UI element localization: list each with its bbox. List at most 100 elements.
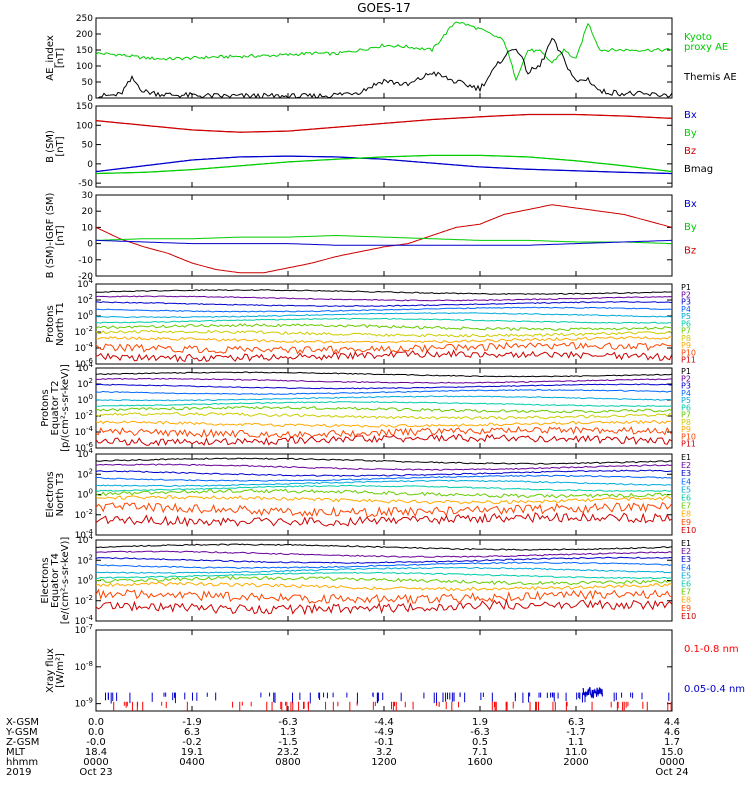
legend-entry-bx: Bx (684, 110, 697, 121)
x-axis-value: -0.1 (374, 737, 394, 748)
y-tick-label: 250 (76, 14, 93, 24)
channel-line-e6 (96, 484, 672, 493)
panel-data (96, 543, 672, 616)
x-axis-value: 0400 (179, 757, 204, 768)
panel-frame (95, 194, 673, 277)
y-tick-label: 0 (87, 160, 93, 170)
x-axis-value: 4.4 (664, 717, 680, 728)
channel-label-e7: E7 (681, 588, 691, 597)
series-line-kyoto-proxy-ae (96, 21, 672, 82)
channel-label-e10: E10 (681, 612, 696, 621)
y-tick-label: 102 (77, 377, 93, 390)
channel-label-e6: E6 (681, 580, 691, 589)
y-tick-label: 200 (76, 30, 93, 40)
series-line-bx (96, 155, 672, 175)
legend-entry-proxy-ae: proxy AE (684, 42, 728, 53)
channel-label-e6: E6 (681, 494, 691, 503)
channel-label-e1: E1 (681, 539, 691, 548)
channel-line-e7 (96, 488, 672, 499)
y-tick-label: 100 (77, 393, 93, 406)
y-tick-label: 102 (77, 293, 93, 306)
channel-label-p9: P9 (681, 341, 691, 350)
y-axis-label: [nT] (55, 48, 66, 68)
y-tick-label: 10-2 (75, 594, 93, 607)
x-axis-value: 19.1 (181, 747, 203, 758)
channel-label-p9: P9 (681, 425, 691, 434)
channel-line-e2 (96, 550, 672, 558)
y-tick-label: 10-4 (75, 341, 94, 354)
x-axis-value: 1.7 (664, 737, 680, 748)
y-axis-label: Xray flux (45, 648, 56, 693)
y-axis-label: Equator T4 (50, 553, 61, 608)
y-axis-label: [p/(cm²-s-sr-keV)] (60, 364, 71, 452)
channel-line-p5 (96, 312, 672, 319)
series-line-by (96, 234, 672, 245)
y-tick-label: 20 (82, 207, 94, 217)
legend-entry-by: By (684, 222, 697, 233)
series-line-bz (96, 113, 672, 133)
channel-label-e8: E8 (681, 510, 691, 519)
channel-label-p11: P11 (681, 356, 696, 365)
y-axis-label: Protons (45, 305, 56, 342)
series-line-by (96, 154, 672, 175)
channel-label-e5: E5 (681, 485, 691, 494)
channel-label-e9: E9 (681, 604, 691, 613)
x-axis-value: -6.3 (470, 727, 490, 738)
channel-line-p3 (96, 383, 672, 390)
channel-line-e3 (96, 469, 672, 477)
series-line-bz (96, 204, 672, 274)
channel-label-e2: E2 (681, 461, 691, 470)
channel-label-p2: P2 (681, 290, 691, 299)
channel-line-p2 (96, 295, 672, 302)
y-tick-label: 10-4 (75, 425, 94, 438)
x-axis-value: 3.2 (376, 747, 392, 758)
legend-entry-bx: Bx (684, 199, 697, 210)
y-tick-label: 10-8 (75, 660, 93, 673)
channel-line-e9 (96, 588, 672, 605)
panel-data (96, 113, 672, 175)
y-tick-label: -50 (78, 179, 93, 189)
y-axis-label: Electrons (45, 471, 56, 517)
x-axis-table: X-GSM 0.0 -1.9 -6.3 -4.4 1.9 6.3 4.4 Y-GSM 0.0 6.3… (5, 717, 689, 778)
x-axis-value: -0.0 (86, 737, 106, 748)
y-tick-label: -10 (78, 256, 93, 266)
x-axis-value: 11.0 (565, 747, 587, 758)
x-axis-value: 4.6 (664, 727, 680, 738)
legend-entry-0-1-0-8-nm: 0.1-0.8 nm (684, 644, 739, 655)
channel-label-e3: E3 (681, 469, 691, 478)
channel-line-e1 (96, 543, 672, 551)
x-axis-value: -6.3 (278, 717, 298, 728)
y-tick-label: -20 (78, 272, 93, 282)
y-tick-label: 10-2 (75, 409, 93, 422)
channel-label-p11: P11 (681, 440, 696, 449)
channel-label-p8: P8 (681, 418, 691, 427)
channel-label-p1: P1 (681, 367, 691, 376)
channel-label-e2: E2 (681, 547, 691, 556)
channel-label-p6: P6 (681, 403, 691, 412)
channel-line-p10 (96, 425, 672, 439)
legend-entry-bz: Bz (684, 146, 696, 157)
x-axis-row-label: MLT (6, 747, 26, 758)
y-axis-label: North T3 (55, 473, 66, 517)
x-axis-value: 1600 (467, 757, 492, 768)
channel-line-p4 (96, 306, 672, 313)
x-axis-value: -0.2 (182, 737, 202, 748)
channel-label-p2: P2 (681, 374, 691, 383)
channel-line-p11 (96, 433, 672, 447)
y-axis-label: Equator T2 (50, 381, 61, 436)
y-axis-label: Protons (40, 389, 51, 426)
panel-data (96, 204, 672, 274)
x-axis-value: 0.0 (88, 727, 104, 738)
channel-label-p4: P4 (681, 305, 691, 314)
y-tick-label: 150 (76, 102, 93, 112)
channel-line-p7 (96, 405, 672, 414)
x-axis-value: Oct 23 (79, 767, 112, 778)
y-axis-label: North T1 (55, 302, 66, 346)
panel-data (105, 687, 672, 711)
legend-entry-bz: Bz (684, 245, 696, 256)
channel-label-p5: P5 (681, 312, 691, 321)
